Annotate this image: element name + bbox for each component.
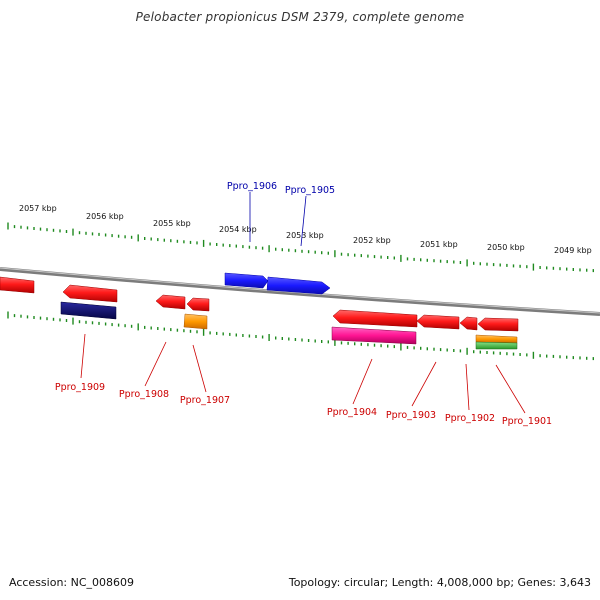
leader-line	[495, 364, 526, 414]
feature-green[interactable]	[475, 341, 518, 350]
kbp-label: 2057 kbp	[19, 204, 57, 213]
kbp-label: 2052 kbp	[353, 236, 391, 245]
leader-line	[80, 333, 86, 379]
gene-ppro-1903[interactable]	[416, 314, 460, 330]
scale-labels: 2057 kbp 2056 kbp 2055 kbp 2054 kbp 2053…	[19, 204, 592, 255]
gene-label-ppro-1905[interactable]: Ppro_1905	[285, 185, 335, 196]
genome-backbone-highlight	[0, 267, 600, 314]
leader-line	[411, 361, 437, 407]
gene-label-ppro-1909[interactable]: Ppro_1909	[55, 382, 105, 393]
feature-navy[interactable]	[60, 301, 117, 320]
scale-ticks-upper	[7, 222, 594, 273]
forward-strand-genes	[224, 272, 331, 295]
leader-line	[352, 358, 373, 405]
genome-summary-text: Topology: circular; Length: 4,008,000 bp…	[288, 576, 591, 589]
feature-magenta[interactable]	[331, 326, 417, 345]
gene-ppro-1909[interactable]	[62, 284, 118, 303]
gene-ppro-1906[interactable]	[224, 272, 269, 289]
genome-title: Pelobacter propionicus DSM 2379, complet…	[135, 10, 465, 24]
feature-orange[interactable]	[183, 313, 208, 330]
gene-labels: Ppro_1906 Ppro_1905 Ppro_1909 Ppro_1908 …	[55, 181, 552, 427]
gene-ppro-1905[interactable]	[266, 276, 331, 295]
gene-ppro-1908[interactable]	[155, 294, 186, 310]
gene-label-ppro-1904[interactable]: Ppro_1904	[327, 407, 377, 418]
accession-text: Accession: NC_008609	[9, 576, 135, 589]
kbp-label: 2054 kbp	[219, 225, 257, 234]
feature-tracks	[60, 301, 518, 350]
kbp-label: 2053 kbp	[286, 231, 324, 240]
gene-ppro-1907[interactable]	[186, 297, 210, 312]
leader-line	[465, 363, 470, 411]
reverse-strand-genes	[0, 276, 519, 332]
leader-line	[192, 344, 207, 393]
gene-partial-left[interactable]	[0, 276, 35, 294]
gene-ppro-1902[interactable]	[459, 316, 478, 331]
gene-ppro-1901[interactable]	[477, 317, 519, 332]
kbp-label: 2051 kbp	[420, 240, 458, 249]
gene-label-ppro-1908[interactable]: Ppro_1908	[119, 389, 169, 400]
gene-label-ppro-1906[interactable]: Ppro_1906	[227, 181, 277, 192]
gene-label-ppro-1907[interactable]: Ppro_1907	[180, 395, 230, 406]
leader-line	[300, 195, 307, 247]
kbp-label: 2049 kbp	[554, 246, 592, 255]
genome-backbone	[0, 267, 600, 316]
kbp-label: 2055 kbp	[153, 219, 191, 228]
leader-line	[144, 341, 167, 387]
gene-label-ppro-1902[interactable]: Ppro_1902	[445, 413, 495, 424]
kbp-label: 2056 kbp	[86, 212, 124, 221]
gene-label-ppro-1903[interactable]: Ppro_1903	[386, 410, 436, 421]
scale-ticks-lower	[7, 311, 594, 361]
gene-label-ppro-1901[interactable]: Ppro_1901	[502, 416, 552, 427]
kbp-label: 2050 kbp	[487, 243, 525, 252]
feature-orange[interactable]	[475, 334, 518, 344]
gene-ppro-1904[interactable]	[332, 309, 418, 328]
label-leader-lines	[80, 192, 526, 414]
